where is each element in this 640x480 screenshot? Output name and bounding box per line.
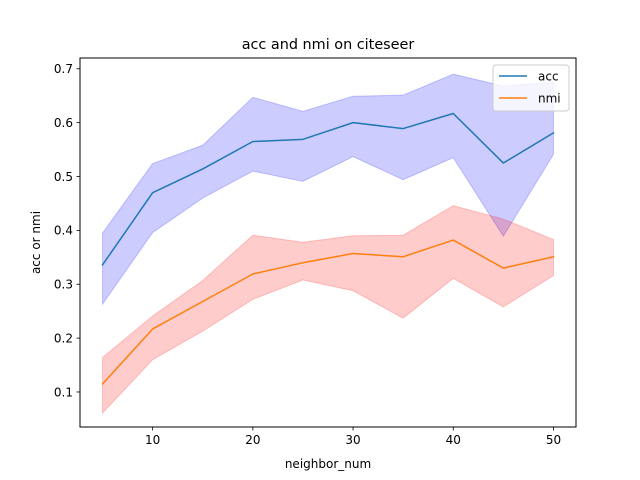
x-tick-label: 10 [145, 433, 160, 447]
x-tick-label: 40 [446, 433, 461, 447]
x-axis-label: neighbor_num [285, 457, 371, 471]
legend-label-acc: acc [538, 69, 559, 83]
plot-frame [79, 57, 577, 428]
x-tick-label: 30 [345, 433, 360, 447]
x-tick-label: 20 [245, 433, 260, 447]
y-axis-label: acc or nmi [29, 211, 43, 274]
y-tick-label: 0.5 [54, 170, 73, 184]
band-acc [102, 73, 554, 306]
y-axis-ticks: 0.1 0.2 0.3 0.4 0.5 0.6 0.7 [54, 62, 80, 399]
band-nmi [102, 205, 554, 415]
y-tick-label: 0.4 [54, 224, 73, 238]
y-tick-label: 0.2 [54, 331, 73, 345]
chart-title: acc and nmi on citeseer [242, 37, 415, 53]
confidence-bands [102, 73, 554, 415]
series-lines [101, 112, 555, 385]
y-tick-label: 0.3 [54, 278, 73, 292]
x-tick-label: 50 [546, 433, 561, 447]
line-nmi [101, 239, 555, 385]
x-axis-ticks: 10 20 30 40 50 [145, 427, 561, 447]
y-tick-label: 0.7 [54, 62, 73, 76]
line-acc [101, 112, 555, 266]
y-tick-label: 0.6 [54, 116, 73, 130]
y-tick-label: 0.1 [54, 385, 73, 399]
legend: acc nmi [492, 64, 570, 112]
legend-label-nmi: nmi [538, 91, 561, 105]
